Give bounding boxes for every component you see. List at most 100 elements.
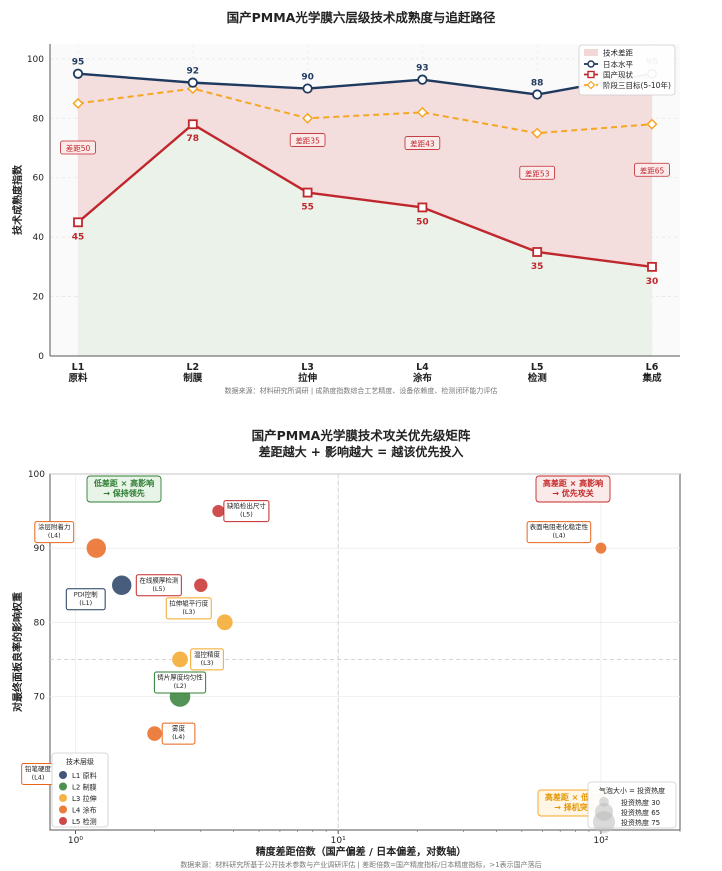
chart2-point-label: 表面电阻老化稳定性(L4) (526, 521, 592, 544)
chart2-point-label-text: PDI控制(L1) (74, 589, 98, 607)
chart1-gap-label: 差距43 (410, 139, 435, 149)
chart1-japan-value-label: 92 (187, 67, 200, 77)
chart2-point-label-text-line: 拉伸辊平行度 (169, 598, 209, 607)
chart2-point-label-text-line: (L3) (182, 608, 195, 616)
chart2-bubble-l5 (211, 503, 226, 519)
chart1-gap-label-box (634, 162, 670, 177)
chart1-legend-series-label: 日本水平 (603, 59, 633, 69)
chart2-point-label-text: 表面电阻老化稳定性(L4) (530, 522, 589, 539)
chart1-legend-series-label: 阶段三目标(5-10年) (603, 80, 671, 90)
chart1-china-point (187, 119, 198, 130)
chart1-gap-label: 差距53 (525, 168, 550, 178)
chart2-size-legend-label: 投资热度 75 (621, 818, 660, 827)
chart1-xtick-label-line: L4 (416, 362, 429, 373)
chart1-japan-point (532, 89, 543, 100)
chart2-legend-label: L1 原料 (72, 771, 97, 780)
chart1-japan-value-label: 90 (301, 73, 314, 83)
chart2-xtick-label: 10⁰ (68, 836, 83, 846)
chart1-legend-marker (587, 70, 595, 79)
chart2-point-label: 在线膜厚检测(L5) (135, 574, 182, 597)
chart2-point-label: 雾度(L4) (161, 722, 196, 745)
chart2-size-legend-title: 气泡大小 = 投资热度 (599, 786, 665, 795)
chart1-xtick-label: L1 原料 (68, 362, 88, 384)
chart2-xtick-label: 10¹ (331, 836, 346, 846)
chart1-china-point (417, 202, 428, 213)
chart1-xtick-label: L6 集成 (641, 362, 662, 384)
chart2-point-label-box (65, 588, 106, 611)
chart1-xtick-label-line: L2 (186, 362, 199, 373)
chart2-subtitle: 差距越大 + 影响越大 = 越该优先投入 (258, 444, 464, 459)
chart2-xtick-label: 10² (593, 836, 608, 846)
chart2-legend-label: L4 涂布 (72, 806, 97, 815)
chart2-point-label-box (161, 722, 196, 745)
chart1-xtick-label: L4 涂布 (413, 362, 433, 384)
chart1-japan-point (302, 83, 313, 94)
chart2-point-label-text: 铸片厚度均匀性(L2) (157, 673, 203, 691)
chart2-point-label: 缺陷检出尺寸(L5) (223, 500, 270, 523)
chart2-size-legend-swatch (593, 811, 615, 833)
chart1-ytick-label: 80 (33, 114, 45, 124)
chart2-legend-swatch (59, 771, 67, 779)
chart2-quadrant-br-label: 高差距 × 低影响→ 择机突破 (545, 792, 605, 812)
chart2-legend-swatch (59, 817, 67, 825)
chart2-bubble-l3 (171, 650, 189, 669)
chart2-point-label-clipped-text-line: 铅笔硬度 (25, 764, 52, 773)
chart2-xlabel: 精度差距倍数（国产偏差 / 日本偏差，对数轴） (256, 845, 467, 858)
chart2-point-label: 涂层附着力(L4) (34, 521, 75, 544)
chart1-target-point (302, 112, 314, 124)
chart2-quadrant-tl-label-line: → 保持领先 (103, 488, 145, 498)
chart1-japan-value-label: 88 (531, 79, 544, 89)
chart2-ytick-label: 80 (34, 618, 46, 628)
chart1-gap-label-box (519, 165, 555, 180)
chart1-japan-point (417, 74, 428, 85)
chart1-target-point (72, 97, 84, 109)
chart2-point-label-text-line: PDI控制 (74, 589, 98, 598)
chart1-china-point (532, 247, 543, 257)
chart2-bubble-l4 (146, 725, 163, 742)
chart2-quadrant-tr-label: 高差距 × 高影响→ 优先攻关 (543, 478, 603, 498)
chart2-quadrant-tl-label-line: 低差距 × 高影响 (93, 478, 154, 488)
chart2-point-label-text-line: (L5) (240, 511, 253, 519)
chart1-japan-value-label: 93 (416, 64, 429, 74)
chart1-series-target-line (77, 87, 653, 135)
chart1-xtick-label-line: L6 (646, 362, 659, 373)
chart2-point-label-text-line: 铸片厚度均匀性 (157, 673, 203, 682)
chart2-ytick-label: 70 (34, 693, 46, 703)
chart2-point-label-box (135, 574, 182, 597)
chart2-point-label-clipped-text-line: (L4) (32, 774, 45, 782)
chart1-xtick-label-line: 集成 (641, 372, 662, 384)
chart2-point-label-text: 拉伸辊平行度(L3) (169, 598, 209, 616)
chart1-ytick-label: 100 (27, 55, 44, 65)
chart2-point-label-text: 在线膜厚检测(L5) (139, 575, 179, 593)
chart1-xtick-label: L3 拉伸 (298, 362, 318, 384)
chart2-quadrant-tr-label-line: 高差距 × 高影响 (543, 478, 603, 488)
chart2-quadrant-tr-box (535, 475, 611, 503)
chart1-ytick-label: 0 (38, 352, 44, 362)
chart1-gap-label: 差距50 (66, 143, 91, 153)
chart1-china-value-label: 55 (301, 203, 314, 213)
chart2-point-label-text-line: (L4) (48, 532, 61, 540)
chart2-point-label: 温控精度(L3) (190, 648, 224, 671)
chart2-point-label-text-line: (L4) (172, 733, 185, 741)
chart2-legend-swatch (59, 805, 67, 814)
chart1-xtick-label-line: L5 (531, 362, 544, 373)
chart2-point-label-box (223, 500, 270, 523)
chart2-point-label-box (34, 521, 75, 544)
chart1-series-china-line (77, 122, 653, 269)
chart1-gap-label: 差距65 (640, 165, 665, 175)
chart1-target-point (646, 118, 658, 130)
chart2-point-label-box (165, 597, 212, 620)
chart2-bubble-l5 (193, 577, 209, 593)
chart2-ytick-label: 90 (34, 544, 46, 554)
chart2-point-label: 拉伸辊平行度(L3) (165, 597, 212, 620)
chart1-ytick-label: 60 (33, 174, 45, 184)
chart1-china-value-label: 30 (646, 277, 659, 287)
chart2-legend-swatch (59, 794, 67, 802)
chart1-legend-marker (587, 60, 595, 68)
chart2-legend-label: L5 检测 (72, 817, 97, 826)
chart1-china-value-label: 78 (187, 134, 200, 144)
chart1-xtick-label-line: L3 (301, 362, 314, 373)
chart2-ylabel: 对最终面板良率的影响权重 (11, 592, 24, 712)
chart2-point-label-text: 缺陷检出尺寸(L5) (227, 501, 267, 518)
